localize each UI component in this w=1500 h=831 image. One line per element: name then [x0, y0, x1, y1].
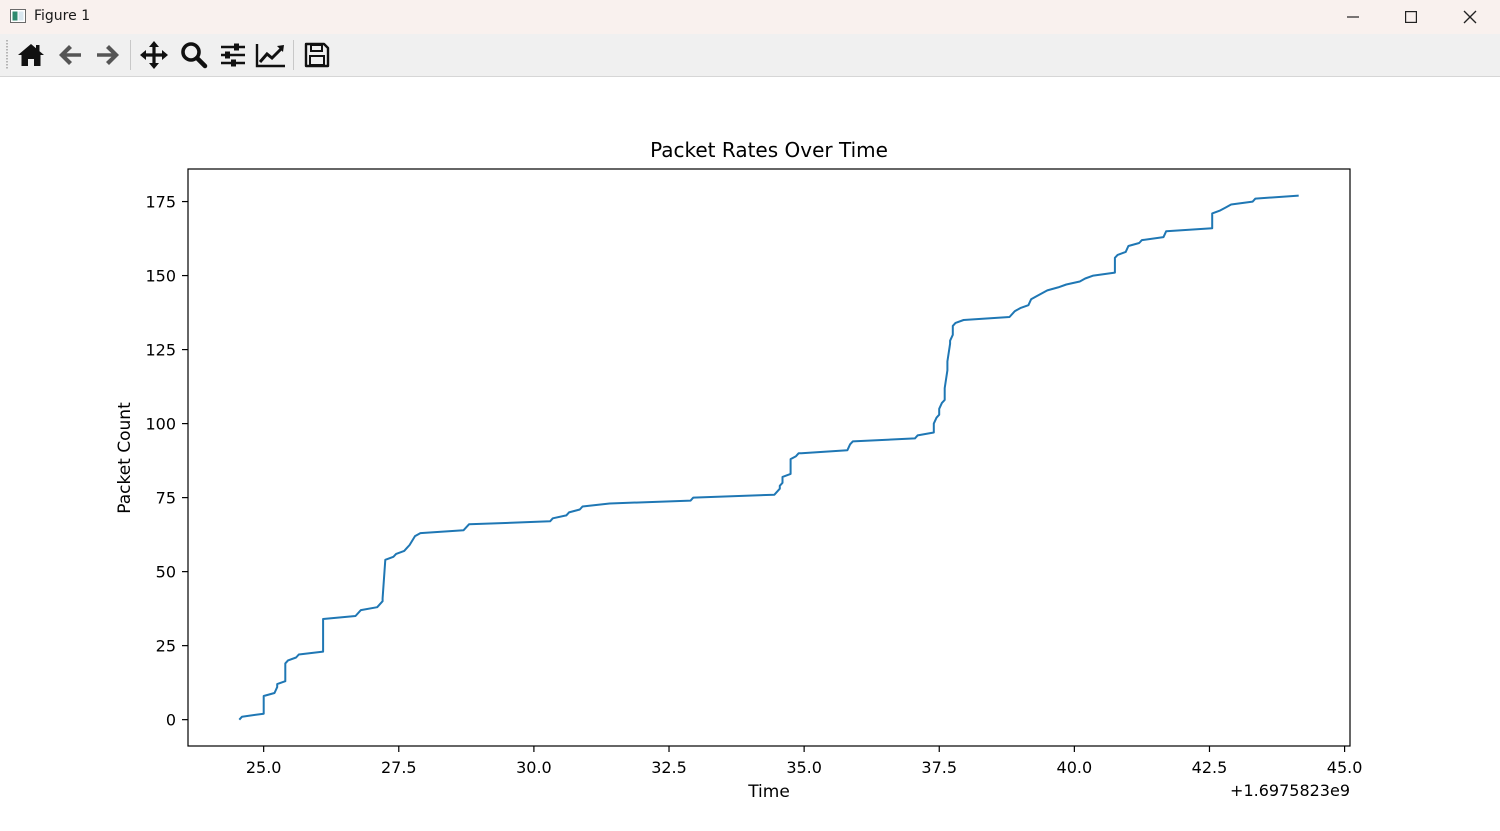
toolbar-grip[interactable] — [6, 40, 8, 70]
zoom-button[interactable] — [177, 39, 211, 71]
arrow-left-icon — [59, 45, 81, 65]
y-tick-label: 175 — [145, 193, 176, 212]
toolbar-separator — [293, 40, 294, 70]
configure-subplots-button[interactable] — [216, 39, 250, 71]
x-offset-label: +1.6975823e9 — [1230, 781, 1350, 800]
app-icon — [10, 9, 26, 23]
pan-button[interactable] — [137, 39, 171, 71]
y-tick-label: 150 — [145, 267, 176, 286]
x-tick-label: 27.5 — [381, 758, 417, 777]
toolbar-separator — [130, 40, 131, 70]
axes-frame — [187, 168, 1351, 747]
figure-canvas[interactable]: 25.0 27.5 30.0 32.5 35.0 37.5 40.0 42.5 45.0 0 25 5… — [0, 77, 1500, 827]
y-tick-label: 0 — [166, 711, 176, 730]
chart: 25.0 27.5 30.0 32.5 35.0 37.5 40.0 42.5 45.0 0 25 5… — [115, 138, 1363, 802]
x-tick-label: 37.5 — [921, 758, 957, 777]
navigation-toolbar — [0, 34, 1500, 77]
window-title: Figure 1 — [34, 8, 91, 24]
close-button[interactable] — [1441, 0, 1499, 34]
y-tick-label: 75 — [156, 489, 176, 508]
minimize-icon — [1347, 16, 1359, 18]
window-titlebar: Figure 1 — [0, 0, 1500, 34]
save-button[interactable] — [300, 39, 334, 71]
minimize-button[interactable] — [1324, 0, 1382, 34]
y-tick-label: 25 — [156, 637, 176, 656]
x-tick-label: 35.0 — [786, 758, 822, 777]
floppy-disk-icon — [304, 42, 330, 68]
maximize-button[interactable] — [1382, 0, 1440, 34]
x-tick-label: 40.0 — [1057, 758, 1093, 777]
move-icon — [140, 41, 168, 69]
x-axis-label: Time — [747, 782, 790, 802]
x-tick-label: 30.0 — [516, 758, 552, 777]
forward-button[interactable] — [91, 39, 125, 71]
sliders-icon — [221, 43, 245, 67]
x-tick-label: 42.5 — [1192, 758, 1228, 777]
chart-title: Packet Rates Over Time — [650, 138, 888, 162]
home-icon — [18, 44, 44, 66]
y-tick-label: 100 — [145, 415, 176, 434]
home-button[interactable] — [14, 39, 48, 71]
y-axis-label: Packet Count — [115, 402, 135, 514]
maximize-icon — [1405, 11, 1417, 23]
y-tick-label: 125 — [145, 341, 176, 360]
x-tick-label: 32.5 — [651, 758, 687, 777]
line-chart-icon — [255, 44, 285, 68]
edit-axis-button[interactable] — [254, 39, 288, 71]
back-button[interactable] — [53, 39, 87, 71]
x-tick-label: 45.0 — [1327, 758, 1363, 777]
x-tick-label: 25.0 — [246, 758, 282, 777]
series-line — [238, 194, 1299, 721]
close-icon — [1463, 10, 1477, 24]
arrow-right-icon — [97, 45, 119, 65]
y-tick-label: 50 — [156, 563, 176, 582]
magnifier-icon — [181, 42, 208, 69]
